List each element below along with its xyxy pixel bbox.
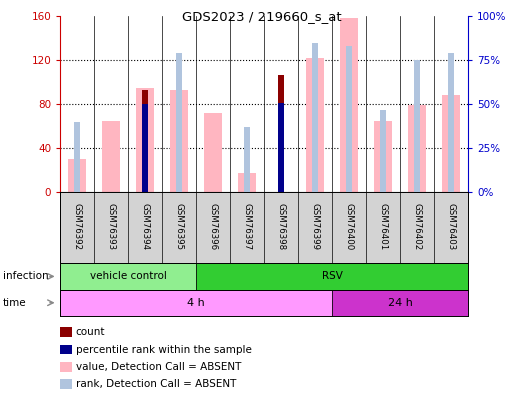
Text: GSM76397: GSM76397 [243, 203, 252, 250]
Bar [380, 110, 386, 192]
Bar [136, 88, 154, 192]
Text: GSM76396: GSM76396 [209, 203, 218, 250]
Bar [102, 121, 120, 192]
Bar [332, 290, 468, 316]
Bar [68, 159, 86, 192]
Bar [374, 121, 392, 192]
Bar [170, 90, 188, 192]
Bar [306, 58, 324, 192]
Text: GDS2023 / 219660_s_at: GDS2023 / 219660_s_at [181, 10, 342, 23]
Text: percentile rank within the sample: percentile rank within the sample [76, 345, 252, 354]
Bar [408, 105, 426, 192]
Text: GSM76403: GSM76403 [447, 203, 456, 250]
Text: time: time [3, 298, 26, 308]
Text: vehicle control: vehicle control [90, 271, 166, 281]
Bar [142, 90, 148, 192]
Text: GSM76394: GSM76394 [141, 203, 150, 250]
Text: GSM76401: GSM76401 [379, 203, 388, 250]
Text: infection: infection [3, 271, 48, 281]
Bar [204, 113, 222, 192]
Bar [340, 18, 358, 192]
Text: 24 h: 24 h [388, 298, 413, 308]
Bar [142, 104, 148, 192]
Text: RSV: RSV [322, 271, 343, 281]
Bar [278, 102, 284, 192]
Text: GSM76398: GSM76398 [277, 203, 286, 250]
Bar [414, 60, 420, 192]
Bar [312, 43, 318, 192]
Bar [60, 290, 332, 316]
Bar [346, 46, 352, 192]
Text: rank, Detection Call = ABSENT: rank, Detection Call = ABSENT [76, 379, 236, 389]
Text: count: count [76, 327, 105, 337]
Bar [196, 263, 468, 290]
Bar [448, 53, 454, 192]
Text: GSM76399: GSM76399 [311, 203, 320, 250]
Bar [442, 96, 460, 192]
Text: GSM76395: GSM76395 [175, 203, 184, 250]
Text: 4 h: 4 h [187, 298, 205, 308]
Text: GSM76393: GSM76393 [107, 203, 116, 250]
Text: value, Detection Call = ABSENT: value, Detection Call = ABSENT [76, 362, 241, 372]
Bar [278, 75, 284, 192]
Text: GSM76400: GSM76400 [345, 203, 354, 250]
Bar [60, 263, 196, 290]
Bar [176, 53, 182, 192]
Text: GSM76402: GSM76402 [413, 203, 422, 250]
Bar [74, 122, 80, 192]
Text: GSM76392: GSM76392 [73, 203, 82, 250]
Bar [244, 127, 250, 192]
Bar [238, 173, 256, 192]
